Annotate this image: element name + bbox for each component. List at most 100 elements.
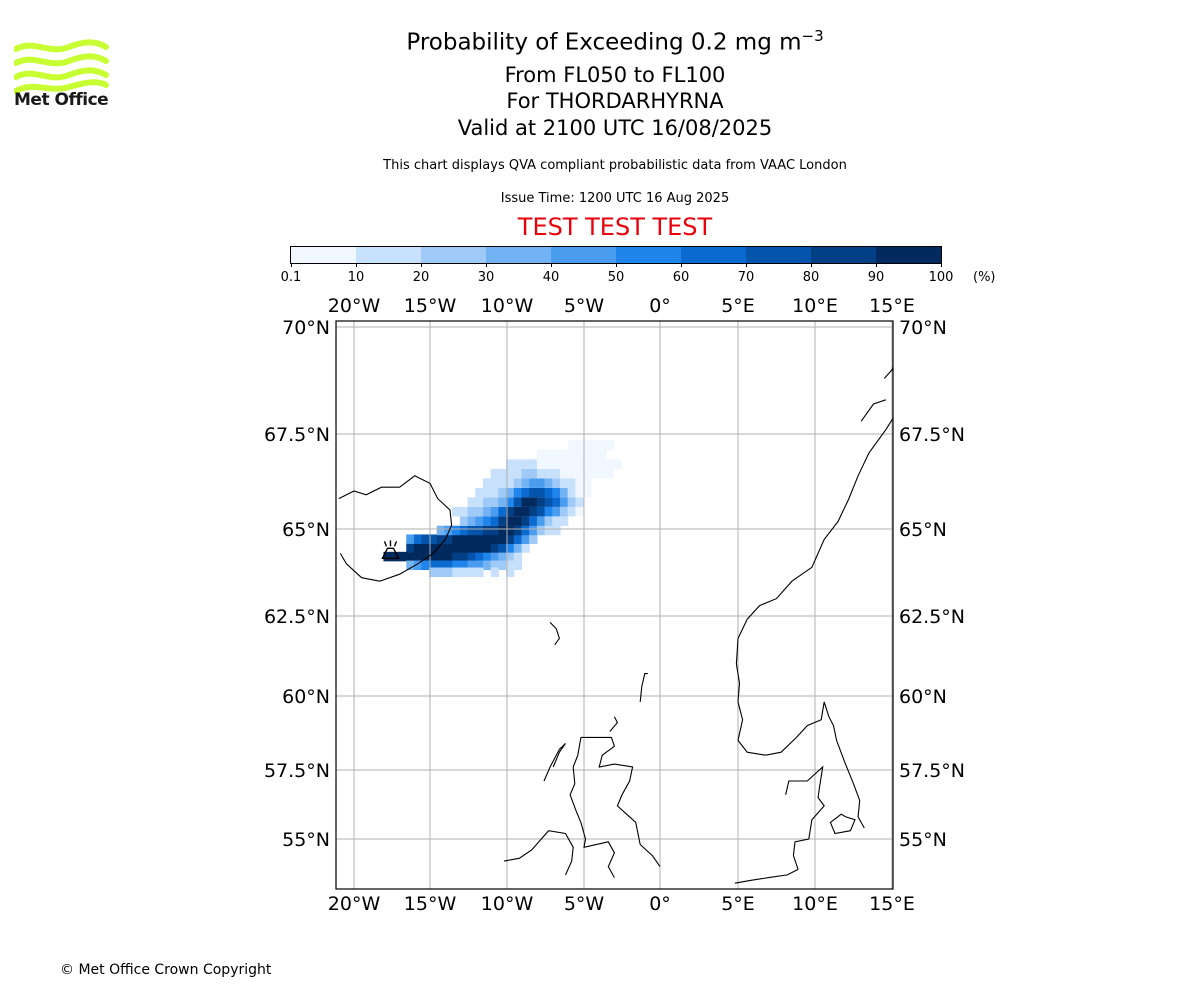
- plume-cell: [536, 459, 546, 469]
- plume-cell: [513, 459, 523, 469]
- plume-cell: [475, 525, 484, 536]
- coastline: [338, 475, 453, 582]
- longitude-label: 10°W: [481, 893, 534, 915]
- plume-cell: [475, 506, 484, 517]
- plume-cell: [498, 487, 507, 498]
- latitude-label: 62.5°N: [899, 606, 965, 628]
- plume-cell: [513, 560, 523, 571]
- plume-cell: [482, 516, 492, 526]
- plume-cell: [590, 440, 599, 450]
- plume-cell: [467, 560, 476, 571]
- longitude-label: 15°W: [404, 295, 457, 317]
- plume-cell: [552, 449, 561, 460]
- coastline: [785, 765, 825, 870]
- latitude-label: 60°N: [899, 686, 947, 708]
- plume-cell: [490, 478, 499, 488]
- coastline: [549, 622, 561, 646]
- plume-cell: [552, 487, 561, 498]
- plume-cell: [498, 560, 507, 571]
- colorbar-segment: [421, 247, 486, 263]
- plume-cell: [413, 543, 423, 553]
- plume-cell: [559, 478, 569, 488]
- plume-cell: [436, 567, 446, 577]
- latitude-label: 67.5°N: [264, 424, 330, 446]
- plume-cell: [406, 534, 415, 544]
- coastline: [737, 701, 834, 756]
- plume-cell: [513, 468, 523, 479]
- plume-cell: [583, 468, 592, 479]
- colorbar-tick-label: 50: [607, 270, 625, 285]
- coastline: [569, 737, 616, 878]
- plume-cell: [413, 560, 423, 571]
- volcano-icon: [381, 540, 400, 560]
- latitude-label: 70°N: [282, 317, 330, 339]
- plume-cell: [575, 440, 584, 450]
- plume-cell: [506, 459, 515, 469]
- plume-cell: [482, 543, 492, 553]
- colorbar-tick-label: 80: [802, 270, 820, 285]
- colorbar-unit: (%): [973, 270, 996, 285]
- colorbar-tick-mark: [356, 263, 357, 267]
- plume-cell: [529, 525, 538, 536]
- longitude-label: 10°E: [792, 893, 838, 915]
- plume-cell: [467, 497, 476, 507]
- coastline: [883, 365, 893, 379]
- plume-cell: [475, 567, 484, 577]
- plume-cell: [521, 478, 530, 488]
- plume-cell: [575, 487, 584, 498]
- plume-cell: [383, 551, 392, 562]
- plume-cell: [575, 478, 584, 488]
- plume-cell: [421, 560, 430, 571]
- plume-cell: [421, 551, 430, 562]
- plume-cell: [398, 551, 407, 562]
- plume-cell: [583, 487, 592, 498]
- latitude-label: 67.5°N: [899, 424, 965, 446]
- plume-cell: [529, 478, 538, 488]
- plume-cell: [521, 468, 530, 479]
- valid-time: Valid at 2100 UTC 16/08/2025: [457, 116, 773, 140]
- plume-cell: [490, 506, 499, 517]
- plume-cell: [475, 551, 484, 562]
- colorbar-tick-mark: [421, 263, 422, 267]
- plume-cell: [475, 560, 484, 571]
- coastline: [639, 673, 648, 702]
- plume-cell: [544, 487, 553, 498]
- latitude-label: 57.5°N: [899, 760, 965, 782]
- plume-cell: [575, 459, 584, 469]
- plume-cell: [498, 534, 507, 544]
- plume-cell: [567, 449, 576, 460]
- plume-cell: [506, 567, 515, 577]
- longitude-label: 15°E: [869, 893, 915, 915]
- colorbar-segment: [746, 247, 811, 263]
- longitude-label: 5°W: [564, 893, 605, 915]
- plume-cell: [459, 560, 469, 571]
- plume-cell: [475, 516, 484, 526]
- colorbar-segment: [291, 247, 356, 263]
- plume-cell: [429, 560, 438, 571]
- plume-cell: [482, 551, 492, 562]
- plume-cell: [429, 534, 438, 544]
- plume-cell: [452, 560, 461, 571]
- plume-cell: [444, 567, 453, 577]
- coastline: [829, 813, 856, 835]
- plume-cell: [444, 543, 453, 553]
- plume-cell: [444, 525, 453, 536]
- plume-cell: [506, 560, 515, 571]
- plume-cell: [506, 468, 515, 479]
- colorbar-tick-label: 30: [477, 270, 495, 285]
- plume-cell: [529, 506, 538, 517]
- coastline: [580, 736, 661, 867]
- plume-cell: [521, 506, 530, 517]
- plume-cell: [459, 543, 469, 553]
- plume-cell: [567, 459, 576, 469]
- colorbar-tick-label: 100: [928, 270, 954, 285]
- plume-cell: [444, 551, 453, 562]
- plume-cell: [583, 440, 592, 450]
- plume-cell: [567, 478, 576, 488]
- plume-cell: [559, 468, 569, 479]
- plume-cell: [544, 516, 553, 526]
- plume-cell: [506, 516, 515, 526]
- plume-cell: [513, 497, 523, 507]
- plume-cell: [513, 506, 523, 517]
- plume-cell: [436, 534, 446, 544]
